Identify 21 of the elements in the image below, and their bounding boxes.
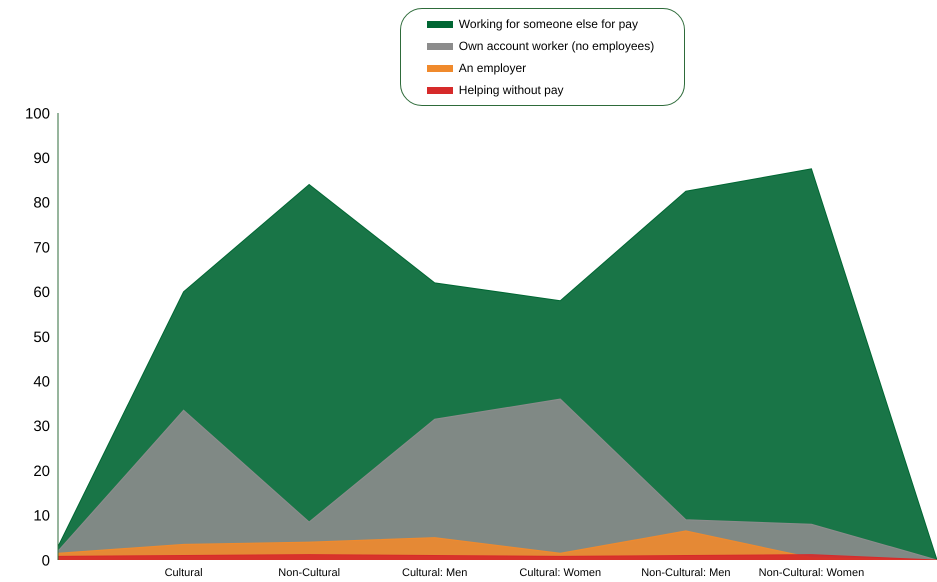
legend-label: Working for someone else for pay	[458, 17, 638, 31]
y-tick-label: 10	[33, 508, 50, 525]
y-tick-label: 70	[33, 239, 50, 256]
x-tick-label: Cultural: Women	[519, 566, 602, 579]
y-tick-label: 0	[42, 552, 50, 570]
y-tick-label: 20	[33, 462, 50, 480]
y-tick-label: 30	[33, 418, 50, 436]
x-tick-label: Non-Cultural	[278, 566, 340, 579]
x-tick-label: Non-Cultural: Women	[758, 566, 864, 579]
y-tick-label: 50	[33, 328, 50, 346]
legend-label: Helping without pay	[458, 83, 564, 97]
y-tick-label: 60	[33, 284, 50, 302]
legend-label: Own account worker (no employees)	[458, 39, 654, 53]
x-tick-label: Cultural	[164, 566, 203, 579]
x-tick-label: Cultural: Men	[402, 566, 468, 579]
y-tick-label: 40	[33, 374, 50, 391]
x-tick-label: Non-Cultural: Men	[641, 566, 730, 579]
y-tick-label: 90	[33, 150, 50, 168]
y-tick-label: 80	[33, 194, 50, 212]
y-tick-label: 100	[24, 105, 50, 122]
legend-label: An employer	[458, 61, 526, 75]
